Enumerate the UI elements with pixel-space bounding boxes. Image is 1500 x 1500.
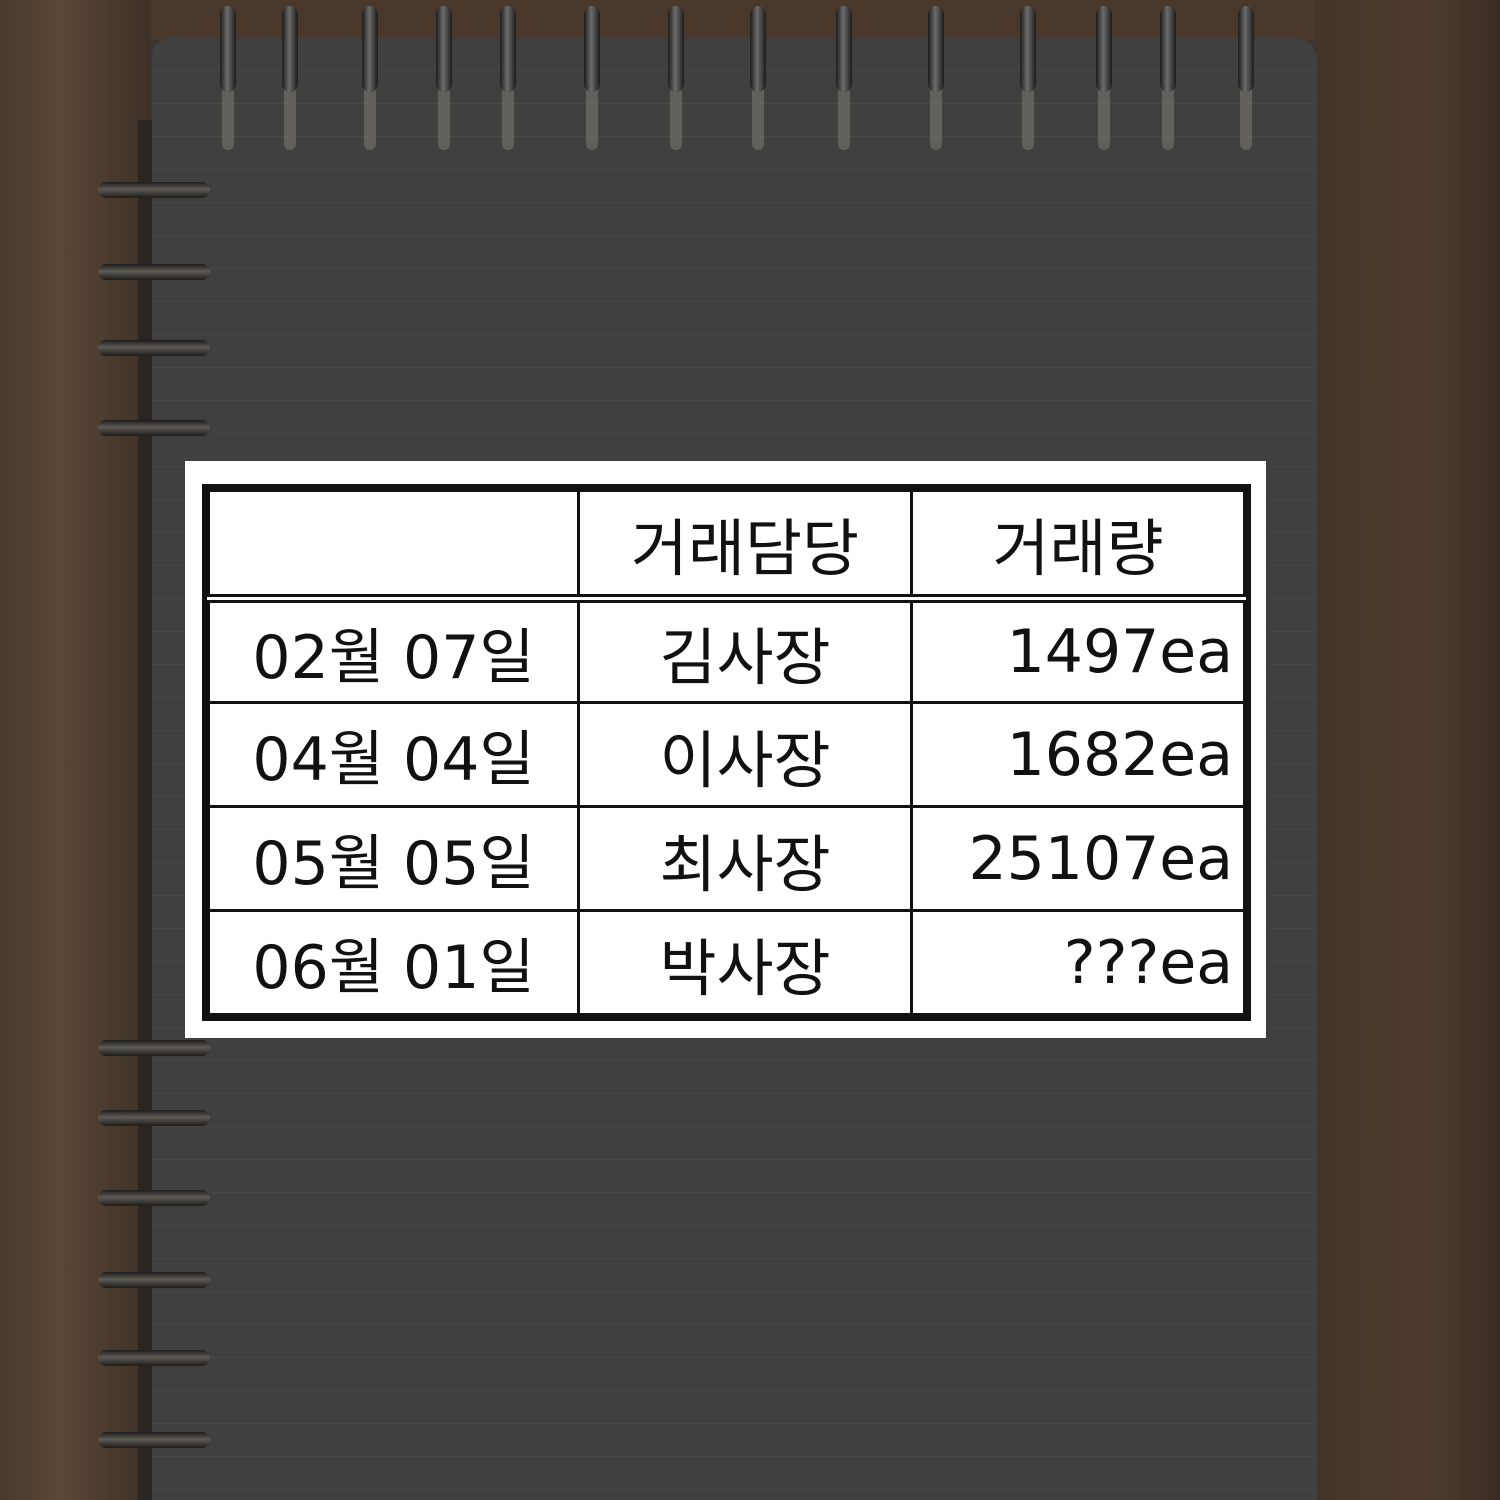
spiral-ring-icon (98, 264, 210, 280)
manager-cell: 최사장 (577, 805, 913, 912)
table-header-row: 거래담당 거래량 (207, 489, 1246, 603)
spiral-ring-icon (362, 6, 378, 92)
desk-background-right (1315, 0, 1500, 1500)
spiral-ring-icon (98, 1110, 210, 1126)
spiral-ring-icon (98, 1432, 210, 1448)
volume-cell: 1682ea (910, 701, 1246, 808)
spiral-ring-icon (584, 6, 600, 92)
date-cell: 06월 01일 (207, 909, 580, 1016)
manager-cell: 박사장 (577, 909, 913, 1016)
manager-cell: 김사장 (577, 597, 913, 704)
deal-table: 거래담당 거래량 02월 07일 김사장 1497ea 04월 04일 이사장 … (202, 484, 1251, 1021)
spiral-ring-icon (98, 420, 210, 436)
desk-background-left (0, 0, 150, 1500)
spiral-ring-icon (1238, 6, 1254, 92)
date-cell: 04월 04일 (207, 701, 580, 808)
spiral-ring-icon (1096, 6, 1112, 92)
spiral-ring-icon (220, 6, 236, 92)
table-row: 06월 01일 박사장 ???ea (207, 909, 1246, 1016)
notebook-binding (138, 120, 152, 1500)
manager-cell: 이사장 (577, 701, 913, 808)
spiral-ring-icon (1020, 6, 1036, 92)
spiral-ring-icon (98, 340, 210, 356)
spiral-ring-icon (1160, 6, 1176, 92)
header-volume: 거래량 (910, 489, 1246, 603)
volume-cell: ???ea (910, 909, 1246, 1016)
spiral-ring-icon (98, 1190, 210, 1206)
volume-cell: 25107ea (910, 805, 1246, 912)
spiral-ring-icon (98, 1040, 210, 1056)
spiral-ring-icon (98, 1272, 210, 1288)
spiral-ring-icon (750, 6, 766, 92)
spiral-ring-icon (98, 1350, 210, 1366)
spiral-ring-icon (436, 6, 452, 92)
spiral-ring-icon (668, 6, 684, 92)
date-cell: 02월 07일 (207, 597, 580, 704)
spiral-ring-icon (928, 6, 944, 92)
spiral-ring-icon (282, 6, 298, 92)
spiral-ring-icon (500, 6, 516, 92)
spiral-ring-icon (98, 182, 210, 198)
table-row: 05월 05일 최사장 25107ea (207, 805, 1246, 912)
header-manager: 거래담당 (577, 489, 913, 603)
spiral-ring-icon (836, 6, 852, 92)
table-row: 04월 04일 이사장 1682ea (207, 701, 1246, 808)
date-cell: 05월 05일 (207, 805, 580, 912)
header-date (207, 489, 580, 603)
table-row: 02월 07일 김사장 1497ea (207, 597, 1246, 704)
volume-cell: 1497ea (910, 597, 1246, 704)
